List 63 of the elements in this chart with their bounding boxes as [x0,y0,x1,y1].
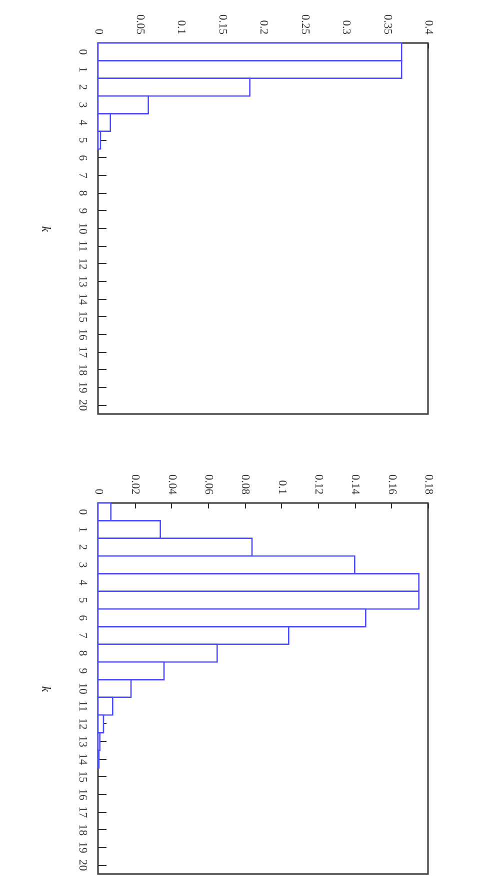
y-tick-label: 19 [76,842,88,854]
y-tick-label: 1 [76,66,88,73]
y-tick-label: 6 [76,154,88,161]
y-tick-label: 5 [76,137,88,144]
x-tick-label: 0.05 [134,14,146,35]
y-axis-title: k [39,226,54,232]
x-tick-label: 0.2 [258,20,270,35]
x-tick-label: 0.35 [381,14,394,35]
y-tick-label: 12 [76,258,88,270]
y-tick-label: 8 [76,650,88,656]
y-tick-label: 14 [76,293,88,306]
y-tick-label: 13 [76,276,88,288]
y-tick-label: 20 [76,399,88,412]
y-tick-label: 7 [76,172,88,179]
y-tick-label: 19 [76,382,88,394]
y-tick-label: 15 [76,771,88,783]
y-tick-label: 0 [76,508,88,515]
y-tick-label: 4 [76,580,88,586]
x-tick-label: 0 [92,28,104,35]
y-tick-label: 1 [76,526,88,533]
y-tick-label: 17 [76,806,88,818]
x-tick-label: 0.12 [312,474,324,495]
y-tick-label: 17 [76,346,88,358]
y-axis-title: k [39,686,54,692]
x-tick-label: 0.08 [239,474,252,495]
y-tick-label: 2 [76,84,88,90]
y-tick-label: 10 [76,682,88,694]
y-tick-label: 10 [76,222,88,234]
y-tick-label: 11 [76,240,88,252]
x-tick-label: 0.14 [349,474,362,495]
y-tick-label: 18 [76,824,88,836]
y-tick-label: 20 [76,859,88,872]
x-tick-label: 0.1 [175,20,187,35]
y-tick-label: 0 [76,48,88,55]
y-tick-label: 3 [76,562,88,568]
y-tick-label: 12 [76,718,88,730]
x-tick-label: 0.3 [340,20,352,35]
y-tick-label: 18 [76,364,88,376]
y-tick-label: 8 [76,190,88,196]
y-tick-label: 9 [76,668,88,674]
y-tick-label: 16 [76,328,88,340]
y-tick-label: 7 [76,632,88,639]
y-tick-label: 5 [76,597,88,604]
x-tick-label: 0 [92,488,104,495]
y-tick-label: 15 [76,311,88,323]
y-tick-label: 2 [76,544,88,550]
x-tick-label: 0.15 [216,14,228,35]
x-tick-label: 0.4 [422,20,434,35]
x-tick-label: 0.1 [276,480,288,495]
x-tick-label: 0.25 [298,14,311,35]
x-tick-label: 0.16 [386,474,398,495]
x-tick-label: 0.04 [166,474,178,495]
y-tick-label: 14 [76,753,88,766]
x-tick-label: 0.18 [422,474,434,495]
y-tick-label: 6 [76,614,88,621]
x-tick-label: 0.02 [129,474,142,495]
y-tick-label: 9 [76,208,88,214]
x-tick-label: 0.06 [202,474,214,495]
y-tick-label: 13 [76,736,88,748]
y-tick-label: 11 [76,700,88,712]
y-tick-label: 3 [76,102,88,108]
y-tick-label: 16 [76,788,88,800]
y-tick-label: 4 [76,120,88,126]
